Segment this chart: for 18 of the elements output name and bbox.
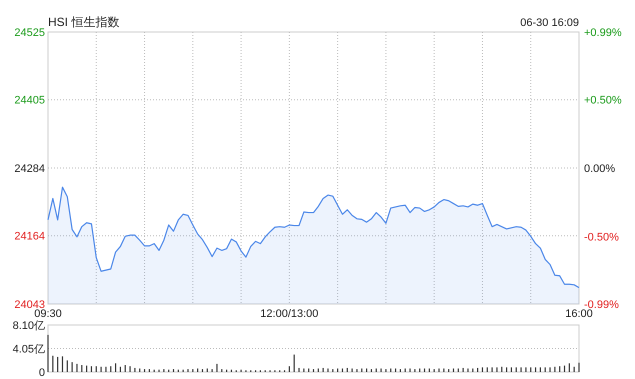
chart-title: HSI 恒生指数 bbox=[48, 15, 120, 29]
y2-tick-label: +0.99% bbox=[584, 27, 622, 39]
y-tick-label: 24525 bbox=[14, 27, 45, 39]
text: 06-30 16:09 bbox=[520, 17, 579, 29]
y-tick-label: 24043 bbox=[14, 299, 45, 311]
x-tick-label: 16:00 bbox=[565, 308, 593, 320]
y-tick-label: 8.10亿 bbox=[12, 320, 45, 332]
x-tick-label: 12:00/13:00 bbox=[260, 308, 318, 320]
y-tick-label: 4.05亿 bbox=[12, 344, 45, 356]
y2-tick-label: 0.00% bbox=[584, 163, 616, 175]
y2-tick-label: +0.50% bbox=[584, 94, 622, 106]
x-tick-label: 09:30 bbox=[34, 308, 62, 320]
y-tick-label: 0 bbox=[38, 367, 45, 379]
y-tick-label: 24164 bbox=[14, 230, 45, 243]
y2-tick-label: -0.99% bbox=[584, 299, 620, 311]
y-tick-label: 24284 bbox=[14, 163, 45, 175]
y2-tick-label: -0.50% bbox=[584, 232, 620, 244]
y-tick-label: 24405 bbox=[14, 94, 45, 107]
